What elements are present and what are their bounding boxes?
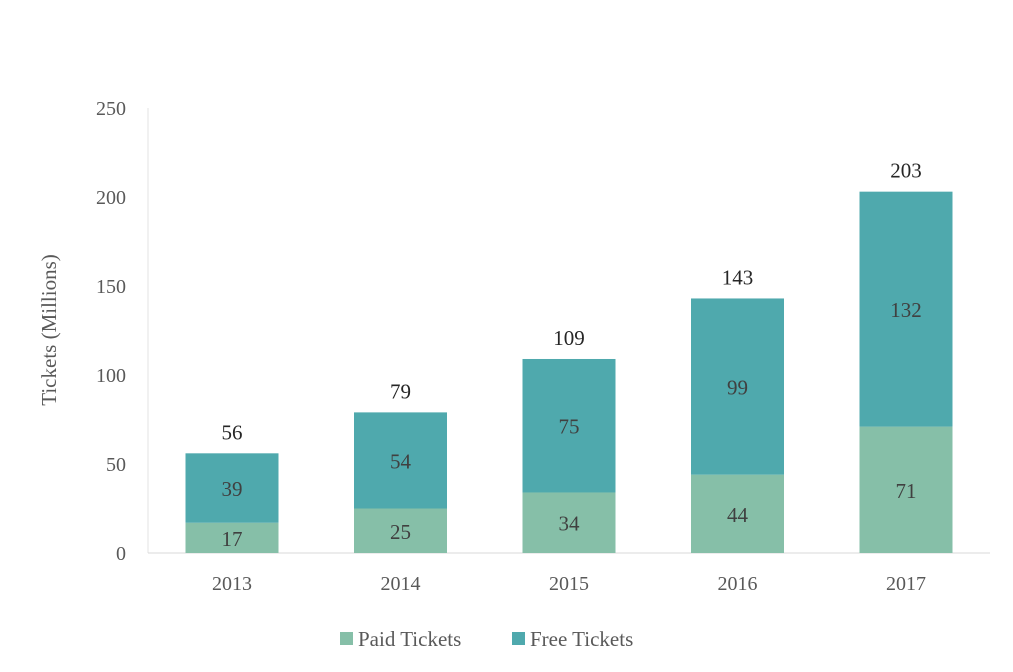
bar-free-tickets (691, 298, 784, 475)
x-tick-label: 2015 (549, 573, 589, 595)
x-tick-label: 2013 (212, 573, 252, 595)
total-label: 79 (390, 379, 411, 403)
bar-paid-tickets (859, 426, 953, 553)
data-label: 34 (559, 512, 581, 536)
x-tick-label: 2017 (886, 573, 926, 595)
bar-free-tickets (522, 358, 616, 493)
y-axis-label: Tickets (Millions) (37, 254, 61, 406)
legend-swatch (512, 632, 525, 645)
bar-free-tickets (185, 453, 279, 523)
bar-free-tickets (859, 191, 953, 427)
legend: Paid Tickets Free Tickets (340, 627, 633, 651)
legend-swatch (340, 632, 353, 645)
legend-label: Free Tickets (530, 627, 633, 651)
data-label: 71 (896, 479, 917, 503)
legend-label: Paid Tickets (358, 627, 461, 651)
bar-paid-tickets (522, 492, 616, 553)
total-label: 203 (890, 159, 922, 183)
y-tick-label: 50 (106, 454, 126, 476)
data-label: 39 (222, 477, 243, 501)
y-tick-label: 0 (116, 543, 126, 565)
bar-paid-tickets (354, 508, 447, 553)
y-tick-label: 250 (96, 98, 126, 120)
total-label: 109 (553, 326, 585, 350)
total-label: 56 (222, 420, 243, 444)
data-label: 25 (390, 520, 411, 544)
data-label: 75 (559, 415, 580, 439)
data-label: 44 (727, 503, 749, 527)
data-label: 54 (390, 449, 412, 473)
bar-paid-tickets (691, 474, 784, 553)
data-label: 17 (222, 527, 243, 551)
bar-paid-tickets (185, 522, 279, 553)
x-tick-label: 2014 (381, 573, 421, 595)
data-label: 132 (890, 298, 922, 322)
x-tick-label: 2016 (718, 573, 758, 595)
data-label: 99 (727, 376, 748, 400)
y-tick-label: 150 (96, 276, 126, 298)
y-tick-label: 100 (96, 365, 126, 387)
bar-free-tickets (354, 412, 447, 509)
total-label: 143 (722, 265, 754, 289)
y-tick-label: 200 (96, 187, 126, 209)
